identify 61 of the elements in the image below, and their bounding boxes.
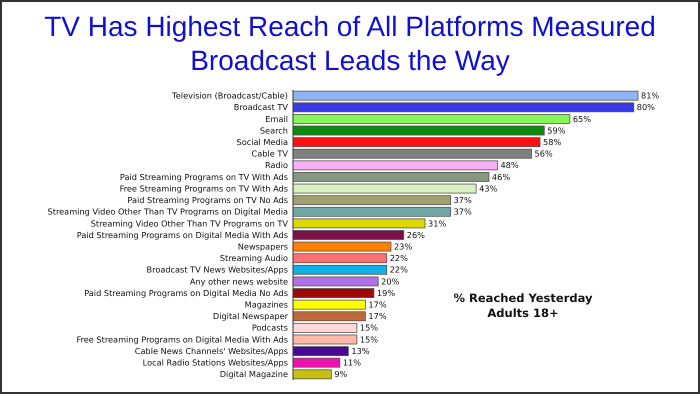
data-label: 48% [500,160,519,170]
data-label: 26% [406,230,426,240]
bar [292,102,634,112]
y-tick-label: Streaming Video Other Than TV Programs on Digital Media [48,206,288,217]
y-tick-label: Podcasts [252,322,288,333]
data-label: 15% [360,322,378,333]
annotation: % Reached Yesterday [454,291,594,305]
data-label: 59% [547,125,566,136]
bar [292,358,340,368]
bar [292,253,388,264]
y-tick-label: Paid Streaming Programs on TV With Ads [120,172,288,182]
y-tick-label: Digital Magazine [220,369,288,380]
y-tick-label: Paid Streaming Programs on Digital Media No Ads [84,288,288,298]
y-tick-label: Newspapers [238,241,288,252]
y-tick-label: Local Radio Stations Websites/Apps [142,358,288,368]
data-label: 17% [368,300,387,310]
data-label: 46% [492,172,510,182]
bar [292,311,366,322]
data-label: 17% [368,311,387,322]
data-label: 15% [360,334,378,344]
bar [292,90,638,101]
data-label: 20% [381,276,400,286]
data-label: 80% [636,102,656,112]
y-tick-label: Television (Broadcast/Cable) [171,90,288,101]
bar [292,148,532,159]
bar [292,206,451,217]
y-tick-label: Broadcast TV News Websites/Apps [146,264,288,275]
data-label: 23% [394,241,412,252]
y-tick-label: Magazines [244,300,288,310]
data-label: 43% [479,183,498,194]
y-tick-label: Free Streaming Programs on TV With Ads [120,183,288,194]
y-tick-label: Streaming Video Other Than TV Programs on TV [90,218,288,228]
y-tick-label: Cable News Channels' Websites/Apps [134,346,288,356]
chart-title: TV Has Highest Reach of All Platforms Measured Broadcast Leads the Way [44,11,656,76]
data-label: 31% [428,218,446,228]
data-label: 37% [454,206,472,217]
data-label: 65% [572,114,592,124]
y-tick-label: Digital Newspaper [212,311,289,322]
bar [292,369,332,380]
data-label: 22% [390,264,408,275]
data-label: 13% [351,346,370,356]
data-label: 11% [342,358,362,368]
data-label: 9% [334,369,348,380]
y-tick-label: Social Media [236,136,288,147]
data-label: 56% [534,148,553,159]
data-label: 58% [543,136,562,147]
y-tick-label: Search [260,125,288,136]
y-tick-label: Any other news website [190,276,288,286]
data-label: 81% [641,90,660,101]
y-tick-label: Cable TV [252,148,288,159]
y-tick-label: Broadcast TV [234,102,288,112]
annotation: Adults 18+ [487,306,559,320]
y-tick-label: Email [265,114,288,124]
y-tick-label: Free Streaming Programs on Digital Media With Ads [76,334,288,344]
y-tick-label: Radio [264,160,288,170]
y-tick-label: Paid Streaming Programs on Digital Media With Ads [76,230,288,240]
y-tick-label: Paid Streaming Programs on TV No Ads [127,195,288,206]
data-label: 22% [390,253,408,264]
data-label: 37% [454,195,472,206]
y-tick-label: Streaming Audio [220,253,288,264]
data-label: 19% [376,288,396,298]
